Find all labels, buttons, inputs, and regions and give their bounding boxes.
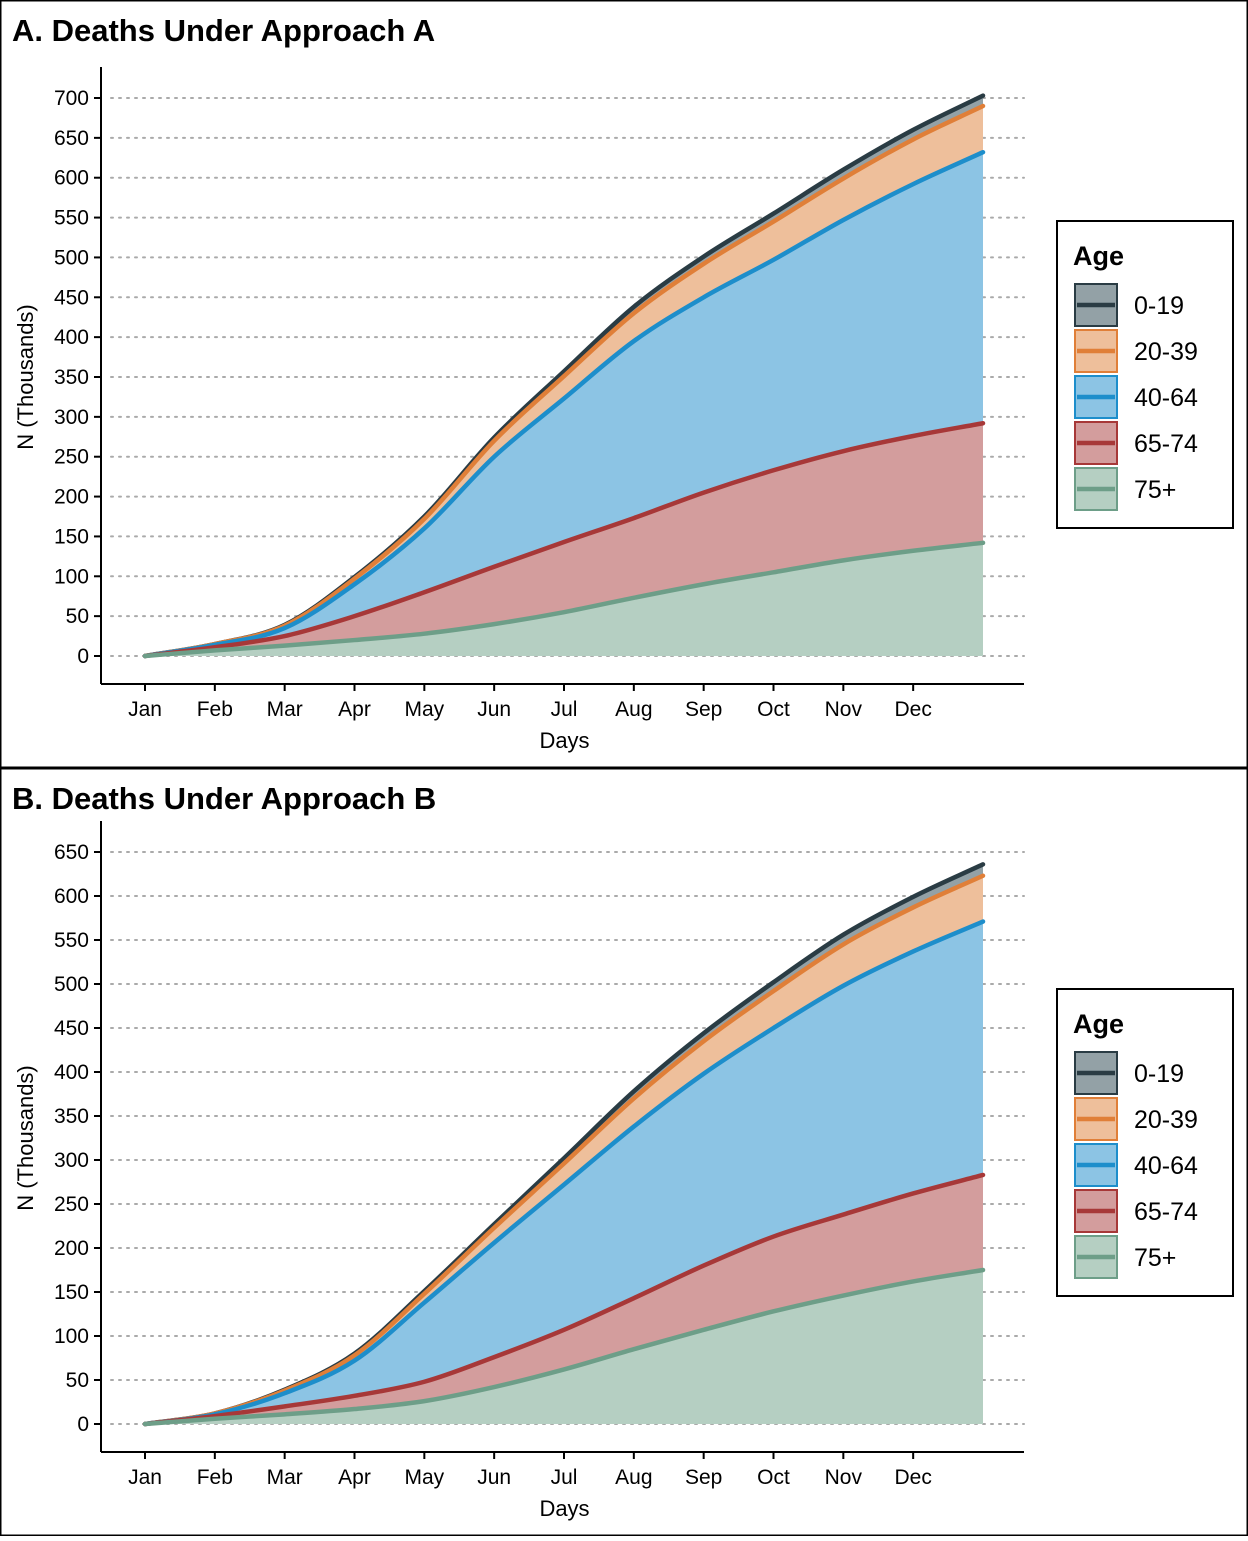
x-tick-label: Dec (894, 1466, 931, 1489)
x-axis-title: Days (539, 1496, 589, 1521)
panel-frame (0, 0, 1248, 768)
x-tick-label: Jul (551, 1466, 578, 1489)
x-tick-label: Aug (615, 1466, 652, 1489)
x-tick-label: Jun (477, 1466, 511, 1489)
line-65-74 (142, 1172, 986, 1427)
x-tick-label: Oct (757, 1466, 790, 1489)
x-tick-label: Mar (267, 1466, 303, 1489)
y-tick-label: 500 (54, 973, 89, 996)
legend-label-65-74: 65-74 (1134, 430, 1198, 458)
y-axis-title: N (Thousands) (13, 1065, 38, 1211)
area-20-39 (145, 875, 983, 1424)
y-tick-label: 550 (54, 929, 89, 952)
area-40-64 (145, 921, 983, 1424)
y-tick-label: 150 (54, 525, 89, 548)
y-tick-label: 0 (77, 645, 89, 668)
y-tick-label: 400 (54, 326, 89, 349)
y-tick-label: 250 (54, 446, 89, 469)
line-20-39 (142, 873, 986, 1427)
legend-label-40-64: 40-64 (1134, 384, 1198, 412)
panel-frame (0, 768, 1248, 1536)
area-75+ (145, 542, 983, 656)
panel-a: A. Deaths Under Approach A 0 50 100 150 200 25… (0, 0, 1248, 768)
y-tick-label: 500 (54, 246, 89, 269)
y-tick-label: 350 (54, 1105, 89, 1128)
line-75+ (142, 540, 986, 659)
y-tick-label: 0 (77, 1413, 89, 1436)
legend-label-20-39: 20-39 (1134, 338, 1198, 366)
x-tick-label: Jul (551, 698, 578, 721)
line-75+ (142, 1267, 986, 1427)
y-tick-label: 150 (54, 1281, 89, 1304)
x-tick-label: Jan (128, 698, 162, 721)
line-20-39 (142, 103, 986, 659)
y-tick-label: 300 (54, 406, 89, 429)
y-tick-label: 100 (54, 565, 89, 588)
line-40-64 (142, 919, 986, 1427)
x-tick-label: May (404, 1466, 444, 1489)
y-tick-label: 250 (54, 1193, 89, 1216)
x-axis-title: Days (539, 728, 589, 753)
x-tick-label: May (404, 698, 444, 721)
x-tick-label: Sep (685, 698, 722, 721)
legend-title: Age (1073, 1009, 1124, 1039)
y-tick-label: 450 (54, 1017, 89, 1040)
legend-label-75+: 75+ (1134, 476, 1176, 504)
y-tick-label: 350 (54, 366, 89, 389)
legend-label-75+: 75+ (1134, 1244, 1176, 1272)
x-tick-label: Jan (128, 1466, 162, 1489)
y-tick-label: 450 (54, 286, 89, 309)
x-tick-label: Feb (197, 698, 233, 721)
legend-label-40-64: 40-64 (1134, 1152, 1198, 1180)
x-tick-label: Nov (825, 698, 863, 721)
y-tick-label: 300 (54, 1149, 89, 1172)
x-tick-label: Oct (757, 698, 790, 721)
y-tick-label: 650 (54, 841, 89, 864)
y-tick-label: 50 (66, 1369, 89, 1392)
y-tick-label: 650 (54, 127, 89, 150)
y-tick-label: 400 (54, 1061, 89, 1084)
area-20-39 (145, 105, 983, 657)
y-tick-label: 600 (54, 885, 89, 908)
y-tick-label: 550 (54, 207, 89, 230)
x-tick-label: Mar (267, 698, 303, 721)
x-tick-label: Apr (338, 698, 371, 721)
y-tick-label: 700 (54, 87, 89, 110)
legend-label-0-19: 0-19 (1134, 1060, 1184, 1088)
x-tick-label: Feb (197, 1466, 233, 1489)
x-tick-label: Jun (477, 698, 511, 721)
area-75+ (145, 1270, 983, 1424)
panel-title: A. Deaths Under Approach A (12, 13, 435, 48)
legend-label-0-19: 0-19 (1134, 292, 1184, 320)
y-tick-label: 200 (54, 486, 89, 509)
y-tick-label: 600 (54, 167, 89, 190)
legend: Age 0-19 20-39 40-64 65-74 75+ (1056, 988, 1234, 1297)
legend-label-65-74: 65-74 (1134, 1198, 1198, 1226)
area-40-64 (145, 152, 983, 656)
y-tick-label: 200 (54, 1237, 89, 1260)
x-tick-label: Dec (894, 698, 931, 721)
area-65-74 (145, 423, 983, 656)
panel-b: B. Deaths Under Approach B 0 50 100 150 200 25… (0, 768, 1248, 1536)
x-tick-label: Apr (338, 1466, 371, 1489)
y-tick-label: 100 (54, 1325, 89, 1348)
line-65-74 (142, 420, 986, 659)
legend: Age 0-19 20-39 40-64 65-74 75+ (1056, 220, 1234, 529)
y-tick-label: 50 (66, 605, 89, 628)
y-axis-title: N (Thousands) (13, 304, 38, 450)
line-40-64 (142, 149, 986, 659)
legend-title: Age (1073, 241, 1124, 271)
x-tick-label: Aug (615, 698, 652, 721)
x-tick-label: Sep (685, 1466, 722, 1489)
x-tick-label: Nov (825, 1466, 863, 1489)
legend-label-20-39: 20-39 (1134, 1106, 1198, 1134)
panel-title: B. Deaths Under Approach B (12, 781, 436, 816)
